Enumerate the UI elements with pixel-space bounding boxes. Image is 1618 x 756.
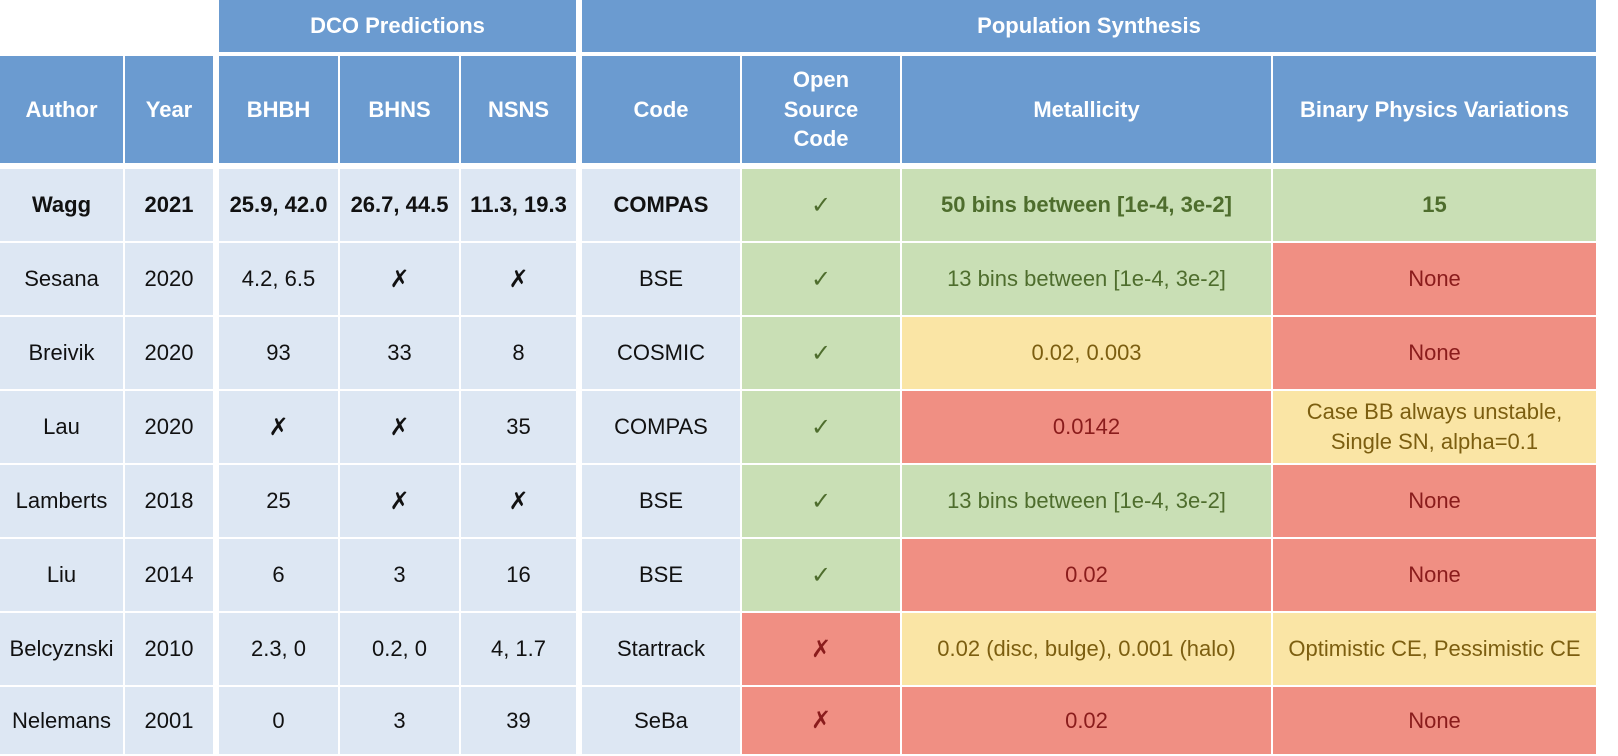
col-header-bhns: BHNS — [340, 56, 461, 169]
table-row-7-nsns: 39 — [461, 687, 582, 756]
table-row-0-bhns: 26.7, 44.5 — [340, 169, 461, 243]
table-row-3-bhns: ✗ — [340, 391, 461, 465]
table-row-3-year: 2020 — [125, 391, 219, 465]
table-row-5-open-source: ✓ — [742, 539, 902, 613]
table-row-0-author: Wagg — [0, 169, 125, 243]
col-header-bhbh: BHBH — [219, 56, 340, 169]
table-row-1-bhbh: 4.2, 6.5 — [219, 243, 340, 317]
table-row-1-bhns: ✗ — [340, 243, 461, 317]
table-row-2-bhbh: 93 — [219, 317, 340, 391]
table-row-7-binary-physics: None — [1273, 687, 1598, 756]
table-row-7-year: 2001 — [125, 687, 219, 756]
table-row-5-binary-physics: None — [1273, 539, 1598, 613]
table-row-7-code: SeBa — [582, 687, 742, 756]
table-row-2-bhns: 33 — [340, 317, 461, 391]
table-row-3-binary-physics: Case BB always unstable, Single SN, alph… — [1273, 391, 1598, 465]
table-row-2-binary-physics: None — [1273, 317, 1598, 391]
group-header-dco-predictions: DCO Predictions — [219, 0, 582, 56]
table-row-2-nsns: 8 — [461, 317, 582, 391]
table-row-1-binary-physics: None — [1273, 243, 1598, 317]
table-row-2-author: Breivik — [0, 317, 125, 391]
header-blank-corner — [0, 0, 219, 56]
table-row-5-code: BSE — [582, 539, 742, 613]
table-row-0-year: 2021 — [125, 169, 219, 243]
col-header-code: Code — [582, 56, 742, 169]
table-row-5-year: 2014 — [125, 539, 219, 613]
table-row-6-code: Startrack — [582, 613, 742, 687]
table-row-0-nsns: 11.3, 19.3 — [461, 169, 582, 243]
table-row-5-nsns: 16 — [461, 539, 582, 613]
table-row-5-metallicity: 0.02 — [902, 539, 1273, 613]
col-header-author: Author — [0, 56, 125, 169]
table-row-4-open-source: ✓ — [742, 465, 902, 539]
table-row-6-bhns: 0.2, 0 — [340, 613, 461, 687]
table-row-3-open-source: ✓ — [742, 391, 902, 465]
table-row-6-binary-physics: Optimistic CE, Pessimistic CE — [1273, 613, 1598, 687]
table-row-4-bhns: ✗ — [340, 465, 461, 539]
table-row-7-author: Nelemans — [0, 687, 125, 756]
group-header-population-synthesis: Population Synthesis — [582, 0, 1598, 56]
table-row-1-open-source: ✓ — [742, 243, 902, 317]
table-row-0-bhbh: 25.9, 42.0 — [219, 169, 340, 243]
table-row-4-nsns: ✗ — [461, 465, 582, 539]
table-row-4-code: BSE — [582, 465, 742, 539]
col-header-binary-physics-variations: Binary Physics Variations — [1273, 56, 1598, 169]
table-row-2-year: 2020 — [125, 317, 219, 391]
table-row-1-nsns: ✗ — [461, 243, 582, 317]
table-row-0-open-source: ✓ — [742, 169, 902, 243]
table-row-2-metallicity: 0.02, 0.003 — [902, 317, 1273, 391]
table-row-7-open-source: ✗ — [742, 687, 902, 756]
table-row-6-author: Belcyznski — [0, 613, 125, 687]
table-row-5-bhns: 3 — [340, 539, 461, 613]
table-row-0-binary-physics: 15 — [1273, 169, 1598, 243]
table-row-6-year: 2010 — [125, 613, 219, 687]
table-row-5-author: Liu — [0, 539, 125, 613]
table-row-6-bhbh: 2.3, 0 — [219, 613, 340, 687]
table-row-1-code: BSE — [582, 243, 742, 317]
table-row-0-code: COMPAS — [582, 169, 742, 243]
table-row-4-binary-physics: None — [1273, 465, 1598, 539]
table-row-3-nsns: 35 — [461, 391, 582, 465]
col-header-year: Year — [125, 56, 219, 169]
table-row-3-bhbh: ✗ — [219, 391, 340, 465]
table-row-2-open-source: ✓ — [742, 317, 902, 391]
table-row-6-nsns: 4, 1.7 — [461, 613, 582, 687]
table-row-6-metallicity: 0.02 (disc, bulge), 0.001 (halo) — [902, 613, 1273, 687]
table-row-0-metallicity: 50 bins between [1e-4, 3e-2] — [902, 169, 1273, 243]
table-row-1-author: Sesana — [0, 243, 125, 317]
table-row-4-year: 2018 — [125, 465, 219, 539]
table-row-2-code: COSMIC — [582, 317, 742, 391]
col-header-nsns: NSNS — [461, 56, 582, 169]
table-row-6-open-source: ✗ — [742, 613, 902, 687]
table-row-7-bhns: 3 — [340, 687, 461, 756]
table-row-1-metallicity: 13 bins between [1e-4, 3e-2] — [902, 243, 1273, 317]
table-row-3-code: COMPAS — [582, 391, 742, 465]
table-row-4-bhbh: 25 — [219, 465, 340, 539]
col-header-metallicity: Metallicity — [902, 56, 1273, 169]
table-row-3-metallicity: 0.0142 — [902, 391, 1273, 465]
col-header-open-source-code: Open Source Code — [742, 56, 902, 169]
table-row-7-metallicity: 0.02 — [902, 687, 1273, 756]
table-row-3-author: Lau — [0, 391, 125, 465]
table-row-1-year: 2020 — [125, 243, 219, 317]
table-row-4-metallicity: 13 bins between [1e-4, 3e-2] — [902, 465, 1273, 539]
table-row-5-bhbh: 6 — [219, 539, 340, 613]
table-row-4-author: Lamberts — [0, 465, 125, 539]
table-row-7-bhbh: 0 — [219, 687, 340, 756]
